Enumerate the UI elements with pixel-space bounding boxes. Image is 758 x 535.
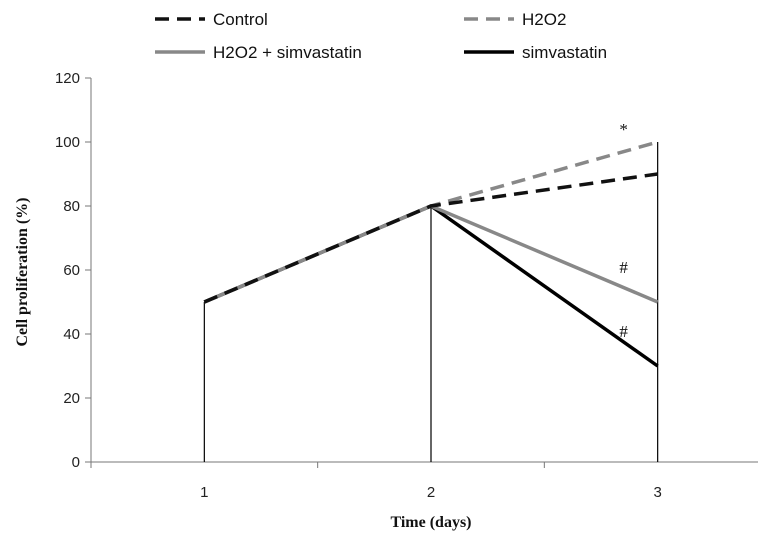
y-ticks: 0 20 40 60 80 100 120 — [55, 70, 91, 471]
legend-label-h2o2: H2O2 — [522, 10, 566, 29]
x-axis-title: Time (days) — [390, 514, 471, 531]
y-tick-label: 20 — [63, 390, 80, 407]
legend-label-control: Control — [213, 10, 268, 29]
x-tick-label: 2 — [427, 484, 435, 501]
drop-lines — [203, 142, 659, 462]
legend-label-simvastatin: simvastatin — [522, 43, 607, 62]
x-tick-label: 1 — [200, 484, 208, 501]
legend: Control H2O2 H2O2 + simvastatin simvastatin — [155, 10, 607, 62]
significance-marker: # — [619, 258, 628, 277]
significance-marker: * — [619, 120, 628, 139]
series-line-control — [203, 172, 658, 304]
annotations: * # # — [619, 120, 628, 341]
y-tick-label: 0 — [72, 454, 80, 471]
legend-label-h2o2-simvastatin: H2O2 + simvastatin — [213, 43, 362, 62]
x-tick-label: 3 — [653, 484, 661, 501]
y-tick-label: 100 — [55, 134, 80, 151]
y-tick-label: 80 — [63, 198, 80, 215]
y-axis-title: Cell proliferation (%) — [14, 197, 31, 346]
significance-marker: # — [619, 322, 628, 341]
x-ticks: 1 2 3 — [90, 462, 662, 501]
y-tick-label: 60 — [63, 262, 80, 279]
y-tick-label: 40 — [63, 326, 80, 343]
y-tick-label: 120 — [55, 70, 80, 87]
series-lines — [203, 140, 659, 368]
